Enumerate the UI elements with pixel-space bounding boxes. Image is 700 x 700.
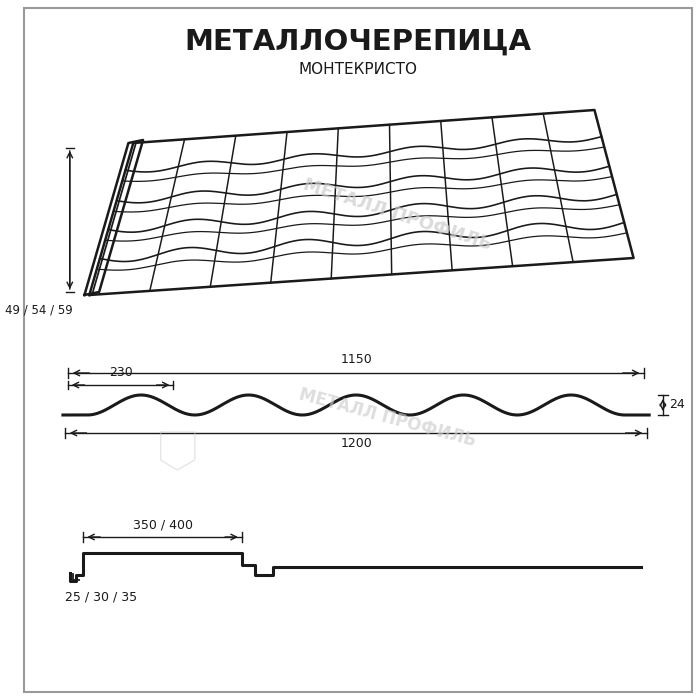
Text: 1150: 1150 xyxy=(340,353,372,366)
Text: 25 / 30 / 35: 25 / 30 / 35 xyxy=(65,591,137,603)
Text: 350 / 400: 350 / 400 xyxy=(132,518,193,531)
Text: МОНТЕКРИСТО: МОНТЕКРИСТО xyxy=(298,62,417,78)
Text: МЕТАЛЛ ПРОФИЛЬ: МЕТАЛЛ ПРОФИЛЬ xyxy=(297,386,478,450)
Text: 1200: 1200 xyxy=(340,437,372,450)
Text: 24: 24 xyxy=(668,398,685,412)
Text: 230: 230 xyxy=(108,366,132,379)
Text: МЕТАЛЛОЧЕРЕПИЦА: МЕТАЛЛОЧЕРЕПИЦА xyxy=(185,28,531,56)
Text: 49 / 54 / 59: 49 / 54 / 59 xyxy=(5,304,72,316)
Text: МЕТАЛЛ ПРОФИЛЬ: МЕТАЛЛ ПРОФИЛЬ xyxy=(300,176,494,254)
